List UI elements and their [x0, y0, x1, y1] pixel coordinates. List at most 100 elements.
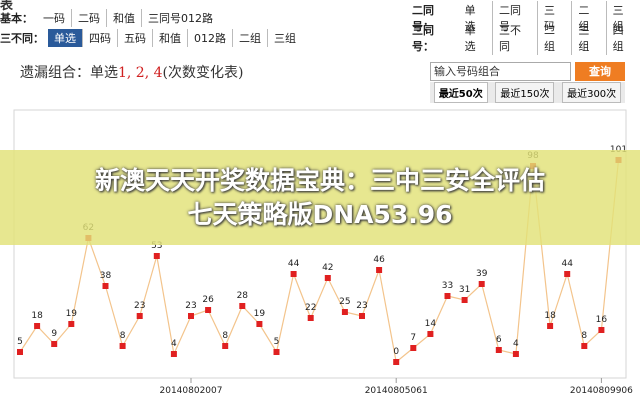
data-label: 25: [339, 297, 350, 307]
data-point: [410, 345, 417, 351]
data-point: [427, 331, 434, 337]
title-prefix: 遗漏组合：单选: [20, 65, 118, 81]
data-point: [376, 267, 383, 273]
filter-row: 基本： 一码 二码 和值 三同号012路: [0, 9, 219, 27]
filter-label: 二同号：: [412, 4, 434, 33]
data-label: 44: [561, 259, 573, 269]
filter-label: 三同号：: [412, 24, 434, 53]
filter-option[interactable]: 二组: [571, 1, 605, 35]
data-point: [102, 283, 109, 289]
filter-option[interactable]: 三同号012路: [141, 9, 219, 27]
data-label: 19: [254, 309, 266, 319]
data-label: 6: [496, 335, 502, 345]
data-label: 5: [17, 337, 23, 347]
filter-row: 三同号： 单选 三不同 二组 三组 四组: [412, 21, 640, 55]
section-title: 遗漏组合：单选1, 2, 4(次数变化表): [20, 62, 243, 82]
data-label: 23: [356, 301, 367, 311]
filter-option[interactable]: 012路: [187, 29, 232, 47]
x-tick-label: 20140805061: [365, 386, 428, 396]
data-label: 16: [596, 315, 608, 325]
filter-option[interactable]: 四码: [82, 29, 117, 47]
data-point: [393, 359, 400, 365]
data-point: [581, 343, 588, 349]
data-label: 44: [288, 259, 300, 269]
data-point: [68, 321, 75, 327]
data-label: 33: [442, 281, 453, 291]
data-label: 7: [410, 333, 416, 343]
x-tick-label: 20140809906: [570, 386, 633, 396]
data-point: [119, 343, 126, 349]
data-point: [170, 351, 177, 357]
data-label: 53: [151, 241, 162, 251]
tab[interactable]: 最近50次: [433, 82, 488, 103]
data-point: [547, 323, 554, 329]
filter-option[interactable]: 三组: [605, 1, 640, 35]
data-point: [239, 303, 246, 309]
data-point: [136, 313, 143, 319]
filter-label: 三不同：: [0, 32, 44, 45]
filter-option[interactable]: 二同号: [492, 1, 537, 35]
filter-option[interactable]: 一码: [43, 12, 65, 25]
data-label: 39: [476, 269, 488, 279]
data-label: 5: [274, 337, 280, 347]
filter-option[interactable]: 单选: [464, 4, 476, 33]
title-numbers: 1, 2, 4: [118, 65, 163, 81]
filter-option[interactable]: 单选: [464, 24, 476, 53]
data-label: 19: [66, 309, 78, 319]
tab[interactable]: 最近300次: [562, 82, 622, 103]
filter-option[interactable]: 三组: [267, 29, 302, 47]
data-label: 31: [459, 285, 470, 295]
data-label: 8: [581, 331, 587, 341]
data-point: [461, 297, 468, 303]
tab[interactable]: 最近150次: [495, 82, 555, 103]
search-input[interactable]: 输入号码组合: [430, 62, 571, 81]
data-label: 46: [373, 255, 385, 265]
filter-option[interactable]: 四组: [605, 21, 640, 55]
filter-option[interactable]: 和值: [106, 9, 141, 27]
filter-option[interactable]: 二组: [537, 21, 571, 55]
data-point: [598, 327, 605, 333]
filter-option[interactable]: 二组: [232, 29, 267, 47]
data-label: 4: [171, 339, 177, 349]
data-label: 18: [31, 311, 43, 321]
x-tick-label: 20140802007: [160, 386, 223, 396]
search-button[interactable]: 查询: [575, 62, 625, 81]
data-label: 8: [222, 331, 228, 341]
data-point: [359, 313, 365, 319]
title-suffix: (次数变化表): [162, 65, 244, 81]
tab-bar: 最近50次 最近150次 最近300次: [430, 82, 625, 103]
banner-line: 七天策略版DNA53.96: [187, 200, 453, 229]
filter-option[interactable]: 三不同: [492, 21, 537, 55]
data-label: 9: [51, 329, 57, 339]
filter-option[interactable]: 三码: [537, 1, 571, 35]
filter-option[interactable]: 三组: [571, 21, 605, 55]
data-label: 0: [393, 347, 399, 357]
data-label: 28: [237, 291, 249, 301]
filter-option[interactable]: 二码: [71, 9, 106, 27]
data-label: 23: [185, 301, 196, 311]
data-point: [17, 349, 23, 355]
data-point: [222, 343, 229, 349]
data-point: [273, 349, 280, 355]
data-label: 18: [544, 311, 556, 321]
data-label: 4: [513, 339, 519, 349]
data-point: [341, 309, 348, 315]
filter-option[interactable]: 五码: [117, 29, 152, 47]
data-point: [307, 315, 314, 321]
data-point: [256, 321, 263, 327]
filter-option[interactable]: 和值: [152, 29, 187, 47]
data-point: [290, 271, 297, 277]
data-point: [444, 293, 451, 299]
data-point: [512, 351, 519, 357]
data-label: 8: [120, 331, 126, 341]
data-point: [51, 341, 58, 347]
filter-label: 基本：: [0, 12, 33, 25]
data-point: [34, 323, 41, 329]
data-label: 14: [425, 319, 437, 329]
data-point: [478, 281, 485, 287]
data-point: [205, 307, 212, 313]
filter-row: 三不同： 单选 四码 五码 和值 012路 二组 三组: [0, 29, 302, 47]
filter-option[interactable]: 单选: [48, 29, 82, 47]
data-point: [564, 271, 571, 277]
